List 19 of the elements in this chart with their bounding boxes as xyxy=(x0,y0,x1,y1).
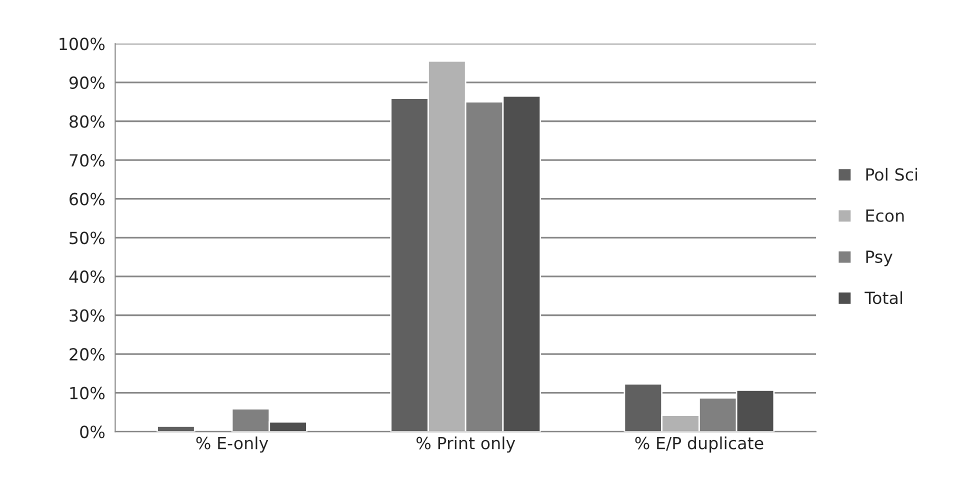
y-tick-label: 80% xyxy=(70,115,105,128)
y-tick-label: 30% xyxy=(70,309,105,322)
y-tick-label: 50% xyxy=(70,232,105,244)
y-tick-label: 100% xyxy=(60,38,105,50)
legend-label: Psy xyxy=(866,250,892,266)
y-tick-label: 40% xyxy=(69,270,105,284)
y-tick-label: 0% xyxy=(80,426,105,438)
y-tick-label: 60% xyxy=(70,192,105,206)
bar xyxy=(156,426,196,432)
y-tick-label: 20% xyxy=(70,348,105,361)
x-tick-label: % E/P duplicate xyxy=(635,436,764,453)
x-tick-label: % Print only xyxy=(416,436,516,453)
legend-label: Pol Sci xyxy=(866,168,918,181)
x-tick-label: % E-only xyxy=(196,436,268,453)
y-tick-label: 90% xyxy=(69,76,105,90)
y-tick-label: 70% xyxy=(70,154,105,167)
legend-label: Econ xyxy=(866,210,904,222)
y-tick-label: 10% xyxy=(70,386,105,400)
legend-label: Total xyxy=(864,291,902,304)
